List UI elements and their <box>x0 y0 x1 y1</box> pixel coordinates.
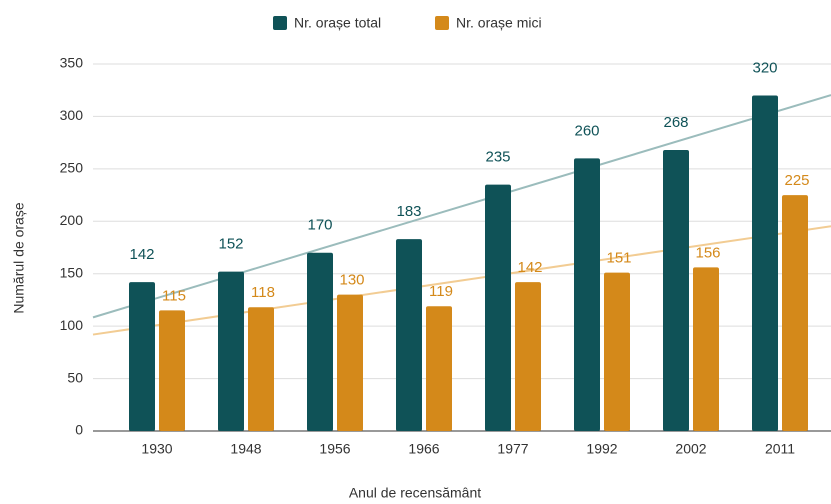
legend-label: Nr. orașe mici <box>456 15 542 31</box>
data-label: 119 <box>429 283 453 300</box>
bar <box>396 239 422 431</box>
trendline <box>92 225 831 336</box>
bar <box>604 272 630 431</box>
x-tick-label: 1930 <box>141 441 172 457</box>
bar <box>337 294 363 431</box>
data-label: 156 <box>695 244 720 261</box>
data-label: 183 <box>396 203 421 220</box>
data-label: 320 <box>752 59 777 76</box>
data-label: 142 <box>129 246 154 263</box>
bar <box>485 184 511 431</box>
x-tick-label: 1948 <box>230 441 261 457</box>
trendline <box>92 94 831 319</box>
bar <box>663 149 689 432</box>
y-axis-title: Numărul de orașe <box>11 202 27 313</box>
data-label: 152 <box>218 236 243 253</box>
data-label: 235 <box>485 149 510 166</box>
y-tick-label: 150 <box>60 264 84 280</box>
data-label: 151 <box>606 250 631 267</box>
y-tick-label: 100 <box>60 317 84 333</box>
x-tick-label: 2011 <box>765 441 795 457</box>
y-tick-label: 300 <box>60 107 84 123</box>
bar <box>752 95 778 431</box>
data-label: 260 <box>574 122 599 139</box>
x-tick-label: 1992 <box>586 441 617 457</box>
x-tick-label: 2002 <box>675 441 706 457</box>
bar <box>515 282 541 431</box>
data-label: 115 <box>162 287 186 304</box>
data-label: 170 <box>307 217 332 234</box>
legend-swatch <box>435 16 449 30</box>
x-tick-label: 1956 <box>319 441 350 457</box>
data-label: 268 <box>663 114 688 131</box>
legend-swatch <box>273 16 287 30</box>
bar <box>782 195 808 431</box>
bar <box>159 310 185 431</box>
legend-label: Nr. orașe total <box>294 15 381 31</box>
bar <box>574 158 600 431</box>
x-axis-title: Anul de recensământ <box>349 485 481 501</box>
y-tick-label: 350 <box>60 55 84 71</box>
bar <box>307 252 333 431</box>
x-tick-label: 1966 <box>408 441 439 457</box>
y-tick-label: 0 <box>75 422 83 438</box>
data-label: 130 <box>339 272 364 289</box>
bar <box>218 271 244 431</box>
x-tick-label: 1977 <box>497 441 528 457</box>
data-label: 142 <box>517 259 542 276</box>
bar <box>426 306 452 431</box>
bar <box>693 267 719 431</box>
y-tick-label: 200 <box>60 212 84 228</box>
data-label: 225 <box>784 172 809 189</box>
y-tick-label: 50 <box>67 369 83 385</box>
bar <box>248 307 274 431</box>
y-tick-label: 250 <box>60 160 84 176</box>
bar <box>129 282 155 431</box>
data-label: 118 <box>251 284 275 301</box>
